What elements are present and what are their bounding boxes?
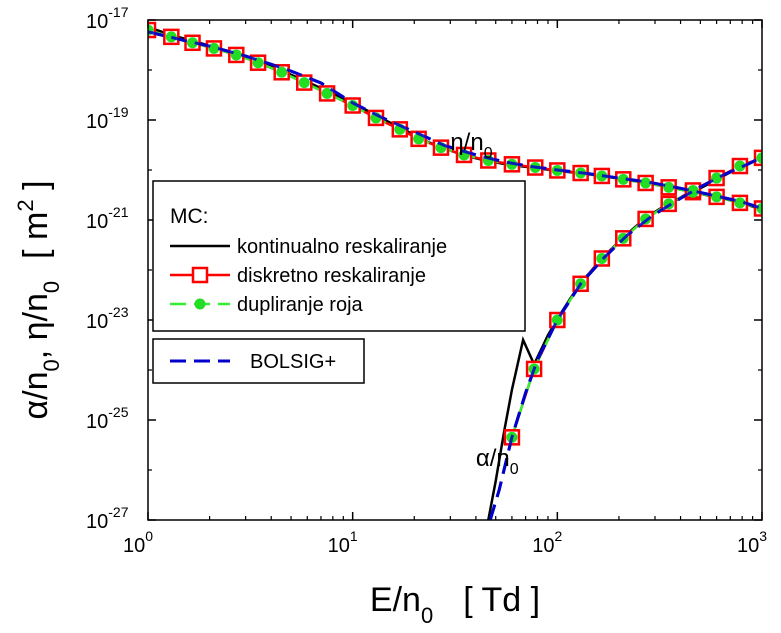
legend-entry-dupliranje: dupliranje roja	[170, 294, 364, 316]
annotation-label: α/n0	[476, 445, 519, 478]
marker-dupliranje-eta	[617, 173, 629, 185]
legend-swatch-marker	[191, 266, 209, 284]
series-line-kontinualno-alpha	[487, 156, 762, 520]
marker-dupliranje-alpha	[711, 172, 723, 184]
x-tick-label: 101	[328, 528, 358, 557]
legend-bolsig: BOLSIG+	[152, 338, 365, 384]
y-axis-label: α/n0, η/n0[ m2 ]	[13, 180, 64, 419]
annotation-label: η/n0	[450, 129, 492, 162]
y-tick-label: 10-25	[86, 404, 129, 433]
legend-box	[152, 180, 526, 332]
legend-label: BOLSIG+	[250, 351, 336, 373]
marker-dupliranje-eta	[276, 66, 288, 78]
marker-dupliranje-eta	[596, 170, 608, 182]
legend-box-bolsig	[152, 338, 365, 384]
marker-dupliranje-eta	[298, 77, 310, 89]
marker-dupliranje-eta	[187, 37, 199, 49]
legend-label: diskretno reskaliranje	[237, 265, 426, 287]
ticks-layer: 100 101 102 103 10-27 10-25 10-23 10-21 10-19 10-…	[86, 4, 767, 557]
series-line-bolsig-overlay-alpha	[488, 155, 762, 520]
y-tick-label: 10-21	[86, 204, 129, 233]
marker-dupliranje-eta	[208, 42, 220, 54]
legend-label: kontinualno reskaliranje	[237, 236, 447, 258]
series-line-bolsig-overlay-eta	[148, 30, 762, 210]
x-axis-label-unit: [ Td ]	[463, 581, 540, 619]
legend2-entries: BOLSIG+	[170, 351, 336, 373]
marker-dupliranje-eta	[165, 31, 177, 43]
annotation-layer: η/n0 α/n0	[450, 129, 518, 478]
x-tick-label: 103	[737, 528, 767, 557]
marker-dupliranje-alpha	[756, 152, 762, 164]
x-tick-label: 100	[123, 528, 153, 557]
x-axis-label-sub: 0	[421, 603, 433, 628]
marker-dupliranje-eta	[663, 181, 675, 193]
series-layer	[148, 21, 762, 520]
y-tick-label: 10-27	[86, 504, 129, 533]
y-tick-label: 10-19	[86, 104, 129, 133]
legend-entry-kontinualno: kontinualno reskaliranje	[170, 236, 447, 258]
legend-entries: kontinualno reskaliranje diskretno reskal…	[170, 236, 447, 316]
marker-dupliranje-eta	[734, 197, 746, 209]
x-tick-label: 102	[532, 528, 562, 557]
legend-entry-bolsig: BOLSIG+	[170, 351, 336, 373]
legend-swatch-marker	[194, 298, 206, 310]
legend-label: dupliranje roja	[237, 294, 364, 316]
legend-entry-diskretno: diskretno reskaliranje	[170, 265, 426, 287]
series-line-bolsig-alpha	[488, 155, 762, 520]
marker-dupliranje-alpha	[734, 160, 746, 172]
x-axis-label: E/n0[ Td ]	[370, 581, 540, 628]
y-tick-label: 10-17	[86, 4, 129, 33]
legend-header: MC:	[170, 205, 209, 228]
marker-dupliranje-eta	[640, 177, 652, 189]
marker-dupliranje-eta	[321, 87, 333, 99]
y-tick-label: 10-23	[86, 304, 129, 333]
y-axis-label-unit: [ m	[17, 212, 55, 259]
marker-dupliranje-eta	[711, 191, 723, 203]
legend: MC: kontinualno reskaliranje diskretno re…	[152, 180, 526, 332]
